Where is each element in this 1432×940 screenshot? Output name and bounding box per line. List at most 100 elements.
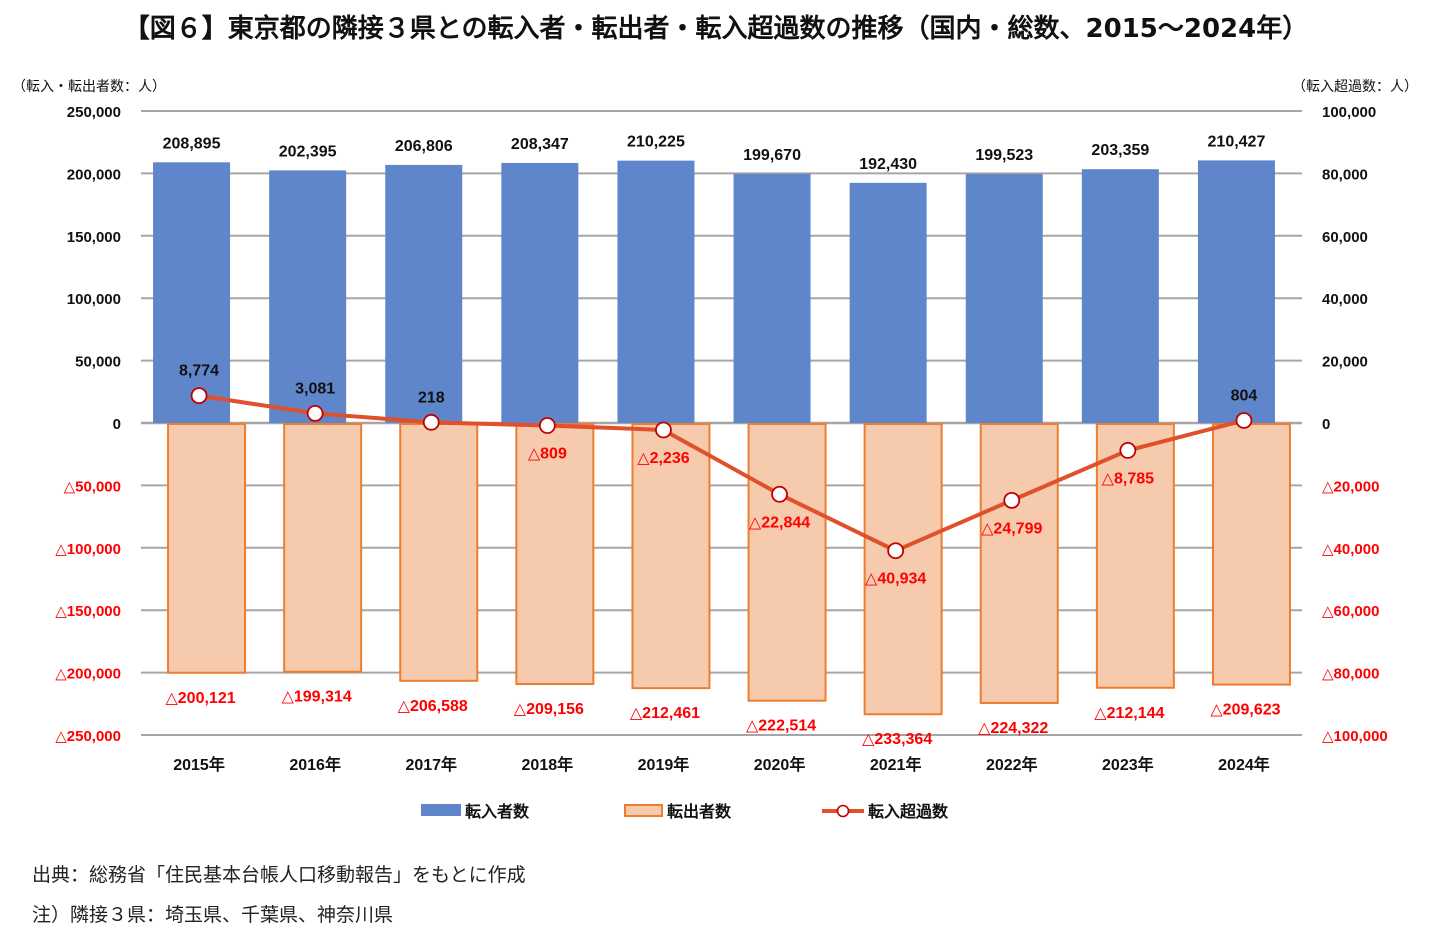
right-axis-tick-label: 100,000: [1322, 104, 1376, 121]
inflow-bar: [269, 170, 347, 423]
outflow-bar: [631, 423, 711, 690]
inflow-data-label: 210,427: [1208, 133, 1266, 150]
net-inflow-data-label: 8,774: [179, 363, 219, 380]
inflow-bar: [733, 173, 811, 423]
left-axis-tick-label: △100,000: [55, 541, 121, 558]
net-inflow-marker: [887, 542, 905, 560]
outflow-data-label: △212,461: [630, 705, 700, 722]
outflow-bar: [283, 423, 363, 673]
legend-swatch-outflow: [624, 804, 663, 817]
left-axis-tick-label: 250,000: [67, 104, 121, 121]
right-axis-tick-label: △100,000: [1322, 728, 1388, 745]
outflow-bar: [399, 423, 479, 682]
legend-label-outflow: 転出者数: [667, 802, 732, 821]
outflow-bar: [863, 423, 943, 716]
net-inflow-marker: [306, 404, 324, 422]
inflow-data-label: 202,395: [279, 143, 337, 160]
net-inflow-marker: [1003, 491, 1021, 509]
inflow-bar: [1197, 160, 1275, 424]
net-inflow-line: [190, 387, 1253, 560]
outflow-data-label: △222,514: [746, 718, 816, 735]
legend-label-inflow: 転入者数: [465, 802, 530, 821]
net-inflow-marker: [771, 485, 788, 503]
x-axis-category-label: 2021年: [870, 755, 922, 774]
right-axis-tick-label: △40,000: [1322, 541, 1379, 558]
left-axis-tick-label: △250,000: [55, 728, 121, 745]
net-inflow-data-label: △809: [528, 446, 567, 463]
chart-title: 【図６】東京都の隣接３県との転入者・転出者・転入超過数の推移（国内・総数、201…: [123, 14, 1309, 44]
net-inflow-marker: [655, 421, 672, 439]
left-axis-tick-label: 200,000: [67, 166, 121, 183]
outflow-bar: [979, 423, 1059, 704]
x-axis-category-label: 2017年: [405, 755, 457, 774]
net-inflow-marker: [190, 387, 208, 405]
right-axis-tick-label: 60,000: [1322, 229, 1368, 246]
inflow-data-label: 210,225: [627, 134, 685, 151]
net-inflow-data-label: 804: [1231, 387, 1258, 404]
inflow-bar: [1081, 169, 1159, 423]
right-axis-tick-label: 40,000: [1322, 291, 1368, 308]
legend: 転入者数 転出者数 転入超過数: [421, 802, 949, 821]
axes: 250,000 200,000 150,000 100,000 50,000 0 △50,0…: [55, 104, 1388, 774]
left-axis-tick-label: 150,000: [67, 229, 121, 246]
left-axis-tick-label: △50,000: [64, 478, 121, 495]
left-axis-tick-label: 50,000: [75, 354, 121, 371]
right-axis-unit-label: （転入超過数：人）: [1292, 79, 1418, 95]
outflow-bar: [747, 423, 827, 702]
right-axis-tick-label: 20,000: [1322, 354, 1368, 371]
right-axis-tick-label: △60,000: [1322, 603, 1379, 620]
net-inflow-data-label: △24,799: [981, 520, 1042, 537]
net-inflow-marker: [1235, 412, 1253, 429]
net-inflow-data-label: △8,785: [1102, 470, 1154, 487]
net-inflow-marker: [1119, 442, 1137, 459]
x-axis-category-label: 2018年: [522, 755, 574, 774]
inflow-data-label: 192,430: [859, 156, 917, 173]
inflow-bar: [849, 182, 927, 423]
right-axis-tick-label: △80,000: [1322, 666, 1379, 683]
left-axis-unit-label: （転入・転出者数：人）: [12, 79, 166, 95]
outflow-bar: [1095, 423, 1175, 689]
net-inflow-data-label: △22,844: [749, 514, 810, 531]
outflow-data-label: △212,144: [1094, 705, 1164, 722]
outflow-bar: [1211, 423, 1291, 686]
inflow-data-label: 199,670: [743, 147, 801, 164]
right-axis-tick-label: △20,000: [1322, 478, 1379, 495]
outflow-data-label: △206,588: [398, 698, 468, 715]
left-axis-tick-label: 0: [113, 416, 121, 433]
inflow-data-label: 203,359: [1091, 142, 1149, 159]
x-axis-category-label: 2024年: [1218, 755, 1270, 774]
inflow-bar: [153, 162, 231, 423]
outflow-bars: [167, 423, 1291, 716]
source-note: 出典：総務省「住民基本台帳人口移動報告」をもとに作成: [32, 864, 526, 886]
inflow-bar: [965, 173, 1043, 423]
inflow-bar: [501, 162, 579, 423]
inflow-bars: [153, 160, 1275, 424]
left-axis-tick-label: △200,000: [55, 666, 121, 683]
outflow-data-label: △200,121: [165, 690, 235, 707]
inflow-data-label: 206,806: [395, 138, 453, 155]
outflow-data-label: △209,623: [1210, 702, 1280, 719]
net-inflow-data-label: 3,081: [295, 380, 335, 397]
net-inflow-marker: [538, 417, 556, 434]
net-inflow-data-label: 218: [418, 389, 445, 406]
inflow-data-label: 199,523: [975, 147, 1033, 164]
net-inflow-data-label: △40,934: [865, 571, 926, 588]
inflow-bar: [617, 160, 695, 423]
net-inflow-data-label: △2,236: [637, 450, 689, 467]
outflow-bar: [167, 423, 247, 674]
x-axis-category-label: 2022年: [986, 755, 1038, 774]
net-inflow-marker: [422, 413, 440, 431]
outflow-data-label: △233,364: [862, 731, 932, 748]
x-axis-category-label: 2015年: [173, 755, 225, 774]
left-axis-tick-label: 100,000: [67, 291, 121, 308]
x-axis-category-label: 2023年: [1102, 755, 1154, 774]
legend-swatch-net-marker: [836, 804, 850, 818]
outflow-data-label: △209,156: [514, 701, 584, 718]
x-axis-category-label: 2019年: [638, 755, 690, 774]
outflow-data-label: △224,322: [978, 720, 1048, 737]
inflow-data-label: 208,895: [163, 135, 221, 152]
outflow-bar: [515, 423, 595, 686]
left-axis-tick-label: △150,000: [55, 603, 121, 620]
inflow-data-label: 208,347: [511, 136, 569, 153]
x-axis-category-label: 2020年: [754, 755, 806, 774]
